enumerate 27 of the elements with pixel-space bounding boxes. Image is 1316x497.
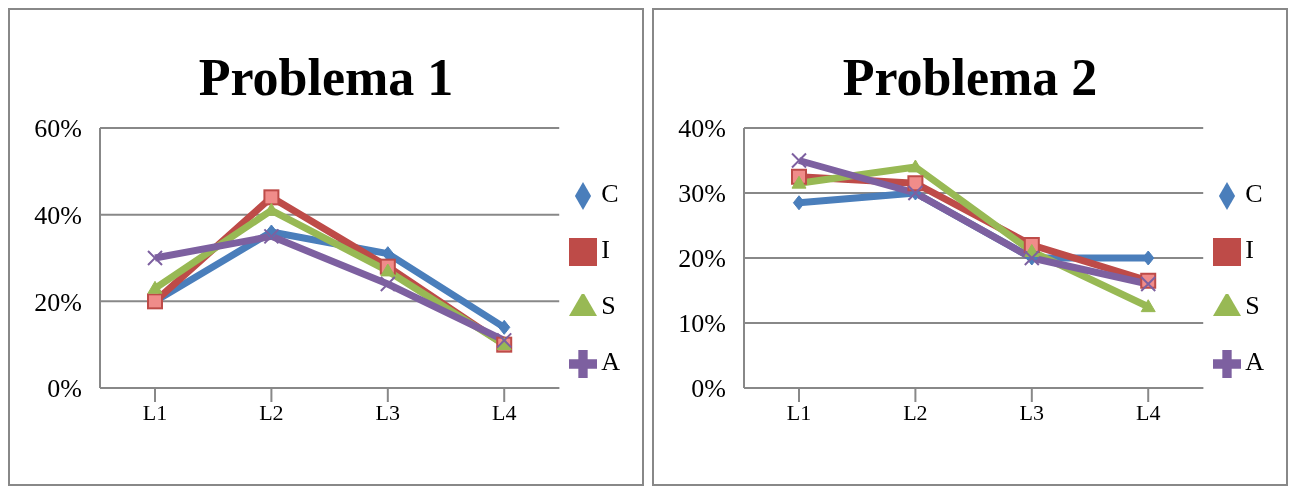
x-tick-label: L4 (1135, 399, 1161, 425)
legend-label: S (1245, 291, 1260, 320)
y-tick-label: 40% (678, 114, 726, 144)
legend-label: C (1245, 179, 1263, 208)
y-tick-label: 0% (47, 374, 82, 404)
y-tick-label: 20% (678, 244, 726, 274)
x-tick-label: L3 (375, 399, 401, 425)
y-tick-label: 30% (678, 179, 726, 209)
chart-title: Problema 1 (198, 49, 454, 106)
legend-label: A (601, 347, 620, 376)
legend-label: A (1245, 347, 1264, 376)
y-tick-label: 40% (34, 200, 82, 230)
legend-label: I (1245, 235, 1254, 264)
chart-title: Problema 2 (842, 49, 1098, 106)
legend-label: S (601, 291, 616, 320)
y-tick-label: 20% (34, 287, 82, 317)
x-tick-label: L3 (1019, 399, 1045, 425)
y-tick-label: 60% (34, 114, 82, 144)
legend-label: C (601, 179, 619, 208)
x-tick-label: L4 (491, 399, 517, 425)
x-tick-label: L2 (903, 399, 928, 425)
x-tick-label: L2 (259, 399, 284, 425)
y-tick-label: 0% (691, 374, 726, 404)
x-tick-label: L1 (786, 399, 812, 425)
legend-label: I (601, 235, 610, 264)
y-tick-label: 10% (678, 309, 726, 339)
x-tick-label: L1 (142, 399, 168, 425)
